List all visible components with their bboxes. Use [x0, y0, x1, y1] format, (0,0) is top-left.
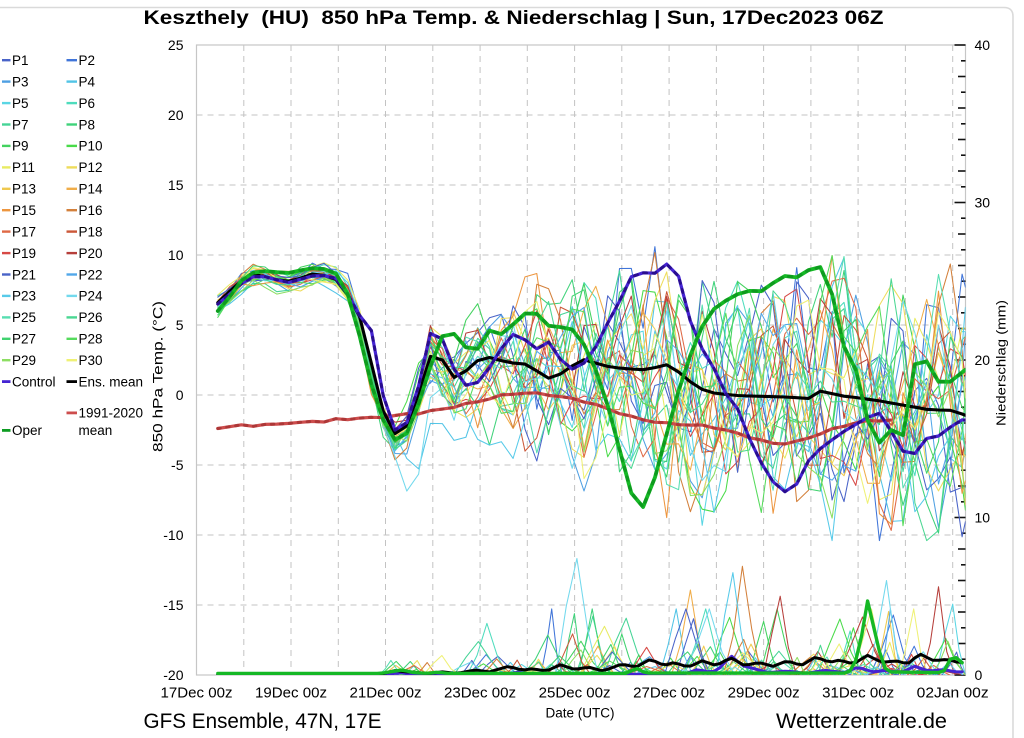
svg-text:-15: -15 — [163, 597, 183, 613]
svg-text:P15: P15 — [12, 203, 36, 218]
svg-text:Wetterzentrale.de: Wetterzentrale.de — [776, 709, 947, 733]
svg-text:10: 10 — [168, 247, 184, 263]
svg-text:P11: P11 — [12, 160, 35, 175]
svg-text:mean: mean — [79, 423, 113, 438]
svg-text:P2: P2 — [79, 53, 96, 68]
svg-text:P29: P29 — [12, 353, 36, 368]
svg-text:P1: P1 — [12, 53, 29, 68]
svg-text:10: 10 — [975, 510, 991, 526]
svg-text:P5: P5 — [12, 96, 29, 111]
svg-text:P22: P22 — [79, 267, 103, 282]
svg-text:0: 0 — [176, 387, 184, 403]
svg-text:40: 40 — [975, 37, 991, 53]
svg-text:25: 25 — [168, 37, 184, 53]
svg-text:19Dec 00z: 19Dec 00z — [255, 686, 327, 702]
svg-text:P28: P28 — [79, 332, 103, 347]
svg-text:P10: P10 — [79, 139, 103, 154]
svg-text:Control: Control — [12, 374, 56, 389]
svg-text:850 hPa Temp. (°C): 850 hPa Temp. (°C) — [151, 301, 166, 452]
svg-text:Date (UTC): Date (UTC) — [545, 706, 614, 721]
svg-text:P7: P7 — [12, 117, 29, 132]
svg-text:31Dec 00z: 31Dec 00z — [822, 686, 894, 702]
svg-text:27Dec 00z: 27Dec 00z — [633, 686, 705, 702]
svg-text:P9: P9 — [12, 139, 29, 154]
svg-text:P8: P8 — [79, 117, 96, 132]
svg-text:P20: P20 — [79, 246, 103, 261]
svg-text:17Dec 00z: 17Dec 00z — [161, 686, 233, 702]
svg-text:P12: P12 — [79, 160, 103, 175]
svg-text:Oper: Oper — [12, 423, 43, 438]
svg-text:Ens. mean: Ens. mean — [79, 374, 144, 389]
svg-text:P24: P24 — [79, 289, 104, 304]
svg-text:P14: P14 — [79, 182, 104, 197]
svg-text:21Dec 00z: 21Dec 00z — [350, 686, 422, 702]
svg-text:GFS Ensemble, 47N, 17E: GFS Ensemble, 47N, 17E — [144, 709, 382, 733]
svg-text:P6: P6 — [79, 96, 96, 111]
svg-text:P30: P30 — [79, 353, 103, 368]
svg-text:-10: -10 — [163, 527, 183, 543]
svg-text:30: 30 — [975, 195, 991, 211]
svg-text:P26: P26 — [79, 310, 103, 325]
svg-text:Niederschlag (mm): Niederschlag (mm) — [995, 300, 1009, 426]
svg-text:15: 15 — [168, 177, 184, 193]
svg-text:1991-2020: 1991-2020 — [79, 406, 144, 421]
svg-text:02Jan 00z: 02Jan 00z — [917, 686, 989, 702]
svg-text:P18: P18 — [79, 224, 103, 239]
svg-text:29Dec 00z: 29Dec 00z — [728, 686, 800, 702]
svg-text:P21: P21 — [12, 267, 36, 282]
svg-text:P17: P17 — [12, 224, 36, 239]
svg-text:20: 20 — [975, 352, 991, 368]
svg-text:P3: P3 — [12, 74, 29, 89]
svg-text:5: 5 — [176, 317, 184, 333]
svg-text:25Dec 00z: 25Dec 00z — [539, 686, 611, 702]
svg-text:20: 20 — [168, 107, 184, 123]
svg-text:P4: P4 — [79, 74, 96, 89]
svg-text:-5: -5 — [171, 457, 184, 473]
svg-text:23Dec 00z: 23Dec 00z — [444, 686, 516, 702]
svg-text:P16: P16 — [79, 203, 103, 218]
svg-text:Keszthely (HU) 850 hPa Temp.: Keszthely (HU) 850 hPa Temp. & Niedersch… — [144, 7, 884, 29]
svg-text:P19: P19 — [12, 246, 36, 261]
svg-text:0: 0 — [975, 667, 983, 683]
svg-text:P23: P23 — [12, 289, 36, 304]
svg-text:P13: P13 — [12, 182, 36, 197]
svg-text:P27: P27 — [12, 332, 36, 347]
svg-text:-20: -20 — [163, 667, 183, 683]
svg-text:P25: P25 — [12, 310, 36, 325]
